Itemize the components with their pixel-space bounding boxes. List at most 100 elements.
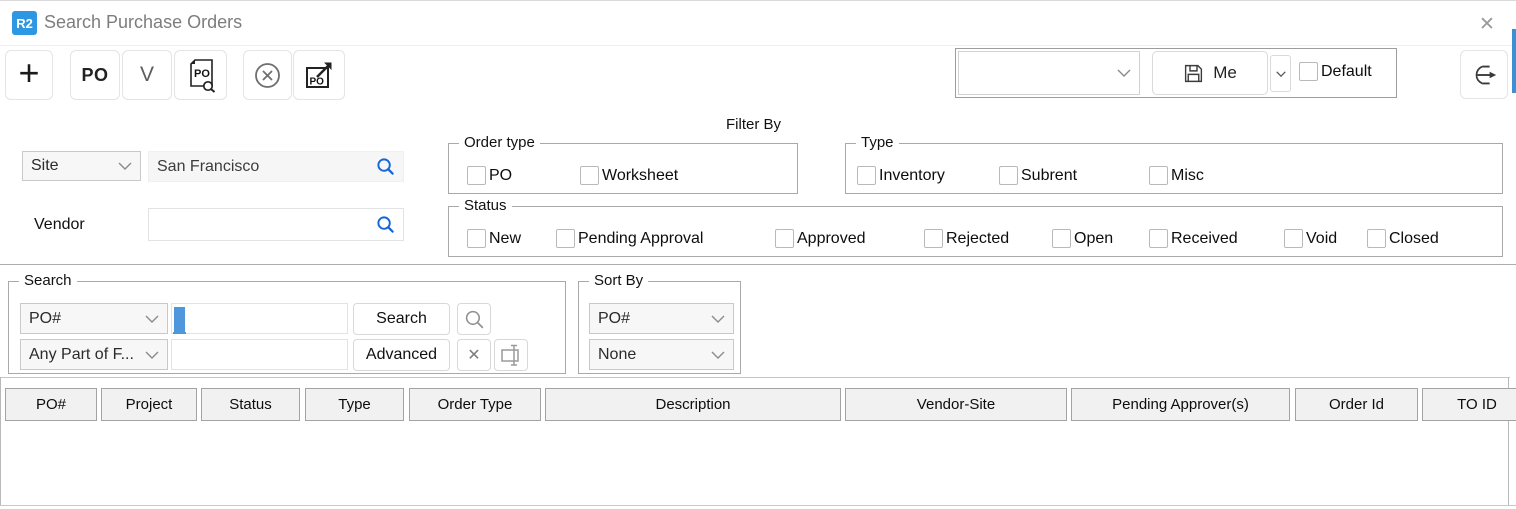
order-type-group: Order type (448, 134, 798, 194)
window-title: Search Purchase Orders (44, 12, 243, 32)
vendor-search-field[interactable] (148, 208, 404, 241)
cancel-po-button[interactable] (243, 50, 292, 100)
open-checkbox-label: Open (1074, 229, 1114, 247)
subrent-checkbox[interactable] (999, 166, 1018, 185)
open-po-button[interactable]: PO (293, 50, 345, 100)
chevron-down-icon (711, 351, 725, 359)
search-button[interactable]: Search (353, 303, 450, 335)
site-combobox-value: Site (31, 157, 59, 174)
search-icon[interactable] (376, 157, 395, 176)
close-button[interactable]: ✕ (1472, 9, 1502, 39)
chevron-down-icon (711, 315, 725, 323)
vendor-button[interactable]: V (122, 50, 172, 100)
po-checkbox[interactable] (467, 166, 486, 185)
sort-by-legend: Sort By (589, 272, 649, 289)
checkbox-new: New (467, 229, 521, 248)
type-group: Type (845, 134, 1503, 194)
advanced-button[interactable]: Advanced (353, 339, 450, 371)
close-icon: ✕ (1479, 13, 1495, 35)
column-header-description[interactable]: Description (545, 388, 841, 421)
site-search-value: San Francisco (157, 157, 260, 175)
exit-button[interactable] (1460, 50, 1508, 99)
r2-logo: R2 (12, 11, 37, 35)
sort-primary-combobox[interactable]: PO# (589, 303, 734, 334)
column-header-type[interactable]: Type (305, 388, 404, 421)
search-legend: Search (19, 272, 77, 289)
checkbox-approved: Approved (775, 229, 866, 248)
search-icon (465, 310, 483, 328)
site-combobox[interactable]: Site (22, 151, 141, 181)
save-scope-dropdown[interactable] (1270, 55, 1291, 92)
clear-search-button[interactable]: ✕ (457, 339, 491, 371)
received-checkbox-label: Received (1171, 229, 1238, 247)
default-checkbox[interactable] (1299, 62, 1318, 81)
checkbox-pending-approval: Pending Approval (556, 229, 703, 248)
sort-secondary-combobox[interactable]: None (589, 339, 734, 370)
column-header-status[interactable]: Status (201, 388, 300, 421)
column-header-po[interactable]: PO# (5, 388, 97, 421)
text-cursor-underline (173, 332, 186, 334)
column-header-order-id[interactable]: Order Id (1295, 388, 1418, 421)
search-value-input[interactable] (171, 339, 348, 370)
order-type-legend: Order type (459, 134, 540, 151)
clear-icon: ✕ (467, 347, 481, 364)
checkbox-inventory: Inventory (857, 166, 945, 185)
column-header-project[interactable]: Project (101, 388, 197, 421)
fit-column-icon (501, 344, 519, 366)
inventory-checkbox[interactable] (857, 166, 876, 185)
checkbox-po: PO (467, 166, 512, 185)
approved-checkbox-label: Approved (797, 229, 866, 247)
search-keyword-input[interactable] (171, 303, 348, 334)
misc-checkbox[interactable] (1149, 166, 1168, 185)
received-checkbox[interactable] (1149, 229, 1168, 248)
po-button[interactable]: PO (70, 50, 120, 100)
checkbox-open: Open (1052, 229, 1113, 248)
default-checkbox-label: Default (1321, 62, 1372, 80)
exit-icon (1475, 65, 1497, 84)
void-checkbox[interactable] (1284, 229, 1303, 248)
table-top-border (0, 377, 1510, 378)
new-checkbox-label: New (489, 229, 522, 247)
search-icon[interactable] (376, 215, 395, 234)
filter-by-heading: Filter By (726, 116, 782, 133)
site-search-field[interactable]: San Francisco (148, 151, 404, 182)
chevron-down-icon (1275, 70, 1286, 77)
chevron-down-icon (118, 162, 132, 170)
rejected-checkbox-label: Rejected (946, 229, 1010, 247)
section-divider (0, 264, 1516, 265)
rejected-checkbox[interactable] (924, 229, 943, 248)
default-view-option: Default (1299, 62, 1372, 81)
column-header-order-type[interactable]: Order Type (409, 388, 541, 421)
view-preset-combobox[interactable] (958, 51, 1140, 95)
new-po-button[interactable]: + (5, 50, 53, 100)
closed-checkbox-label: Closed (1389, 229, 1439, 247)
status-legend: Status (459, 197, 512, 214)
approved-checkbox[interactable] (775, 229, 794, 248)
column-header-pending-approvers[interactable]: Pending Approver(s) (1071, 388, 1290, 421)
type-legend: Type (856, 134, 899, 151)
pending-approval-checkbox[interactable] (556, 229, 575, 248)
match-type-combobox-value: Any Part of F... (29, 345, 134, 363)
column-header-to-id[interactable]: TO ID (1422, 388, 1516, 421)
closed-checkbox[interactable] (1367, 229, 1386, 248)
po-checkbox-label: PO (489, 166, 513, 184)
column-header-vendor-site[interactable]: Vendor-Site (845, 388, 1067, 421)
void-checkbox-label: Void (1306, 229, 1338, 247)
misc-checkbox-label: Misc (1171, 166, 1204, 184)
find-po-button[interactable]: PO (174, 50, 227, 100)
fit-columns-button[interactable] (494, 339, 528, 371)
new-checkbox[interactable] (467, 229, 486, 248)
worksheet-checkbox[interactable] (580, 166, 599, 185)
match-type-combobox[interactable]: Any Part of F... (20, 339, 168, 370)
open-checkbox[interactable] (1052, 229, 1071, 248)
po-button-label: PO (81, 64, 109, 85)
po-search-document-icon: PO (189, 59, 215, 93)
titlebar-divider (0, 45, 1516, 46)
quick-search-button[interactable] (457, 303, 491, 335)
search-field-combobox[interactable]: PO# (20, 303, 168, 334)
status-group: Status (448, 197, 1503, 257)
worksheet-checkbox-label: Worksheet (602, 166, 679, 184)
chevron-down-icon (145, 315, 159, 323)
save-view-button[interactable]: Me (1152, 51, 1268, 95)
